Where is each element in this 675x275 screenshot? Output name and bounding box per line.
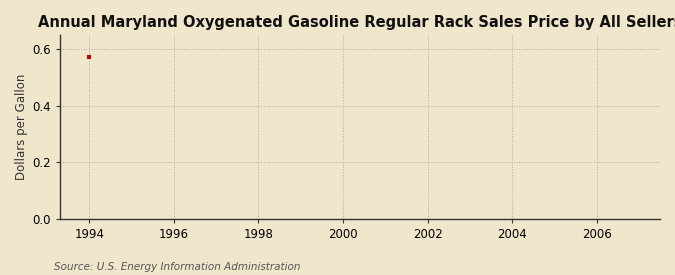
Y-axis label: Dollars per Gallon: Dollars per Gallon (15, 74, 28, 180)
Title: Annual Maryland Oxygenated Gasoline Regular Rack Sales Price by All Sellers: Annual Maryland Oxygenated Gasoline Regu… (38, 15, 675, 30)
Text: Source: U.S. Energy Information Administration: Source: U.S. Energy Information Administ… (54, 262, 300, 272)
